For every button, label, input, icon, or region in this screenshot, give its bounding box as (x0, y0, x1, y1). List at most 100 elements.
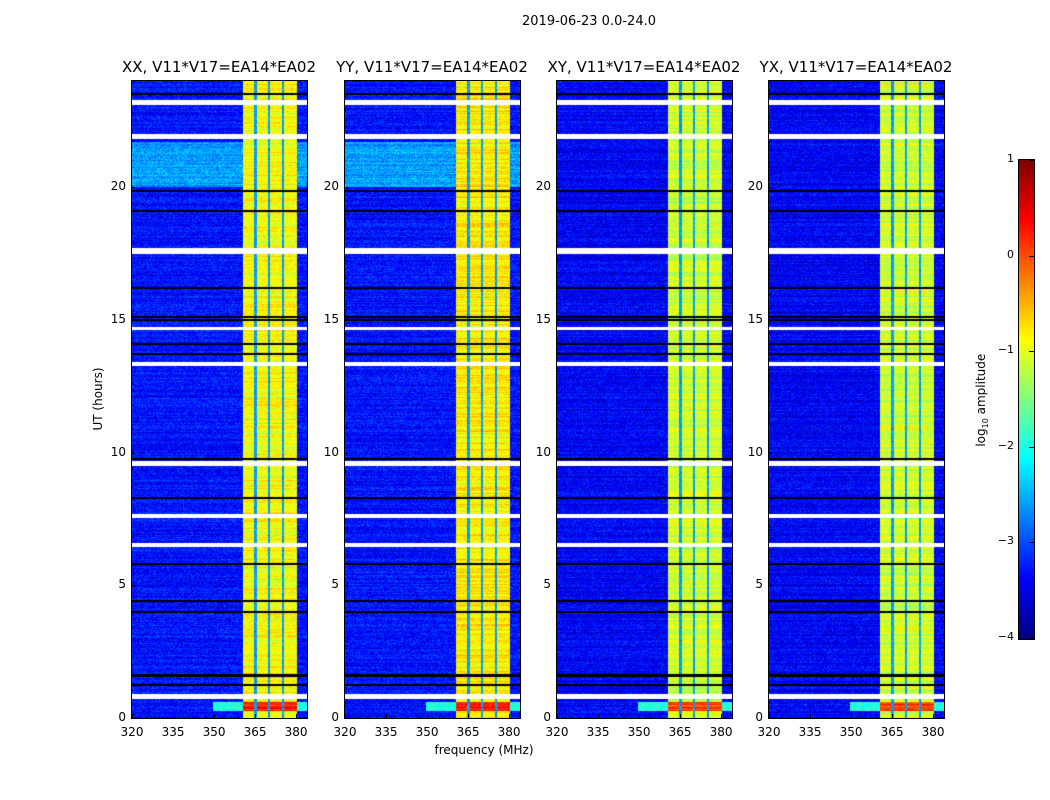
colorbar-tick-label: 0 (1007, 247, 1014, 261)
y-tick-label: 5 (543, 577, 551, 592)
y-tick-label: 0 (755, 710, 763, 724)
y-tick-mark (556, 319, 560, 321)
x-tick-label: 350 (839, 725, 863, 739)
colorbar-tick-mark (1029, 638, 1034, 639)
x-tick-mark (468, 714, 470, 718)
panel-title: YY, V11*V17=EA14*EA02 (336, 58, 528, 76)
x-tick-mark (933, 714, 935, 718)
x-tick-mark (598, 714, 600, 718)
colorbar-tick-label: −3 (997, 534, 1014, 548)
y-axis-label: UT (hours) (91, 367, 105, 431)
colorbar-tick-mark (1029, 160, 1034, 161)
y-tick-label: 5 (118, 577, 126, 592)
y-tick-mark (131, 718, 135, 719)
y-tick-mark (768, 585, 772, 587)
x-tick-mark (386, 714, 388, 718)
heatmap-image (345, 81, 520, 718)
x-tick-mark (892, 714, 894, 718)
y-tick-mark (131, 187, 135, 189)
y-tick-label: 10 (747, 444, 763, 459)
x-tick-mark (132, 714, 133, 718)
colorbar-tick-mark (1029, 351, 1034, 353)
y-tick-label: 20 (323, 179, 339, 194)
y-tick-label: 10 (323, 444, 339, 459)
x-tick-label: 320 (757, 725, 781, 739)
x-tick-label: 380 (921, 725, 945, 739)
heatmap-image (769, 81, 944, 718)
y-tick-mark (344, 585, 348, 587)
colorbar-tick-label: −1 (997, 343, 1014, 357)
x-tick-label: 350 (415, 725, 439, 739)
y-tick-mark (556, 585, 560, 587)
x-tick-mark (509, 714, 511, 718)
y-tick-label: 15 (535, 311, 551, 326)
x-tick-mark (296, 714, 298, 718)
y-tick-mark (131, 319, 135, 321)
x-tick-mark (851, 714, 853, 718)
y-tick-label: 0 (543, 710, 551, 724)
x-tick-label: 380 (497, 725, 521, 739)
x-tick-label: 365 (880, 725, 904, 739)
x-tick-label: 335 (798, 725, 822, 739)
x-tick-label: 335 (586, 725, 610, 739)
y-tick-label: 15 (110, 311, 126, 326)
x-tick-label: 335 (374, 725, 398, 739)
colorbar-tick-mark (1029, 542, 1034, 544)
y-tick-mark (556, 187, 560, 189)
heatmap-panel-0 (131, 80, 308, 719)
colorbar-tick-mark (1029, 255, 1034, 257)
x-tick-label: 365 (456, 725, 480, 739)
panel-title: XX, V11*V17=EA14*EA02 (121, 58, 316, 76)
y-tick-label: 15 (747, 311, 763, 326)
y-tick-mark (768, 452, 772, 454)
x-tick-mark (214, 714, 216, 718)
heatmap-panel-1 (344, 80, 521, 719)
x-tick-label: 320 (120, 725, 144, 739)
colorbar-tick-label: −2 (997, 438, 1014, 452)
y-tick-label: 15 (323, 311, 339, 326)
y-tick-label: 10 (535, 444, 551, 459)
x-tick-label: 365 (243, 725, 267, 739)
y-tick-label: 20 (110, 179, 126, 194)
y-tick-label: 0 (331, 710, 339, 724)
colorbar-tick-mark (1029, 446, 1034, 448)
y-tick-mark (556, 718, 560, 719)
colorbar-tick-label: −4 (997, 630, 1014, 643)
x-tick-mark (769, 714, 770, 718)
heatmap-image (557, 81, 732, 718)
x-tick-mark (427, 714, 429, 718)
colorbar-label-sub: 10 (981, 418, 991, 429)
x-tick-mark (345, 714, 346, 718)
x-tick-mark (557, 714, 558, 718)
x-axis-label: frequency (MHz) (434, 743, 534, 757)
x-tick-mark (255, 714, 257, 718)
y-tick-mark (768, 718, 772, 719)
y-tick-label: 0 (118, 710, 126, 724)
y-tick-mark (768, 319, 772, 321)
x-tick-mark (680, 714, 682, 718)
panel-title: XY, V11*V17=EA14*EA02 (547, 58, 741, 76)
y-tick-label: 5 (331, 577, 339, 592)
x-tick-mark (639, 714, 641, 718)
y-tick-mark (131, 452, 135, 454)
y-tick-mark (556, 452, 560, 454)
heatmap-panel-2 (556, 80, 733, 719)
y-tick-mark (344, 319, 348, 321)
heatmap-panel-3 (768, 80, 945, 719)
y-tick-mark (344, 718, 348, 719)
x-tick-label: 320 (333, 725, 357, 739)
heatmap-image (132, 81, 307, 718)
x-tick-mark (173, 714, 175, 718)
y-tick-label: 10 (110, 444, 126, 459)
y-tick-mark (131, 585, 135, 587)
y-tick-label: 20 (535, 179, 551, 194)
colorbar (1018, 159, 1035, 640)
panel-title: YX, V11*V17=EA14*EA02 (759, 58, 953, 76)
y-tick-mark (344, 187, 348, 189)
x-tick-label: 350 (202, 725, 226, 739)
y-tick-mark (344, 452, 348, 454)
x-tick-label: 335 (161, 725, 185, 739)
figure-title: 2019-06-23 0.0-24.0 (522, 14, 656, 29)
x-tick-label: 320 (545, 725, 569, 739)
